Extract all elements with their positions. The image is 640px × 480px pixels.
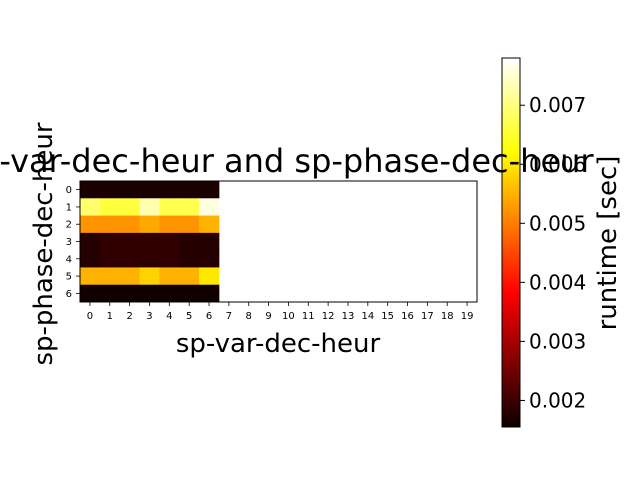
x-tick-label: 17: [421, 311, 434, 322]
x-tick-label: 11: [302, 311, 315, 322]
heatmap-cell: [159, 215, 180, 234]
y-tick-label: 5: [66, 272, 72, 283]
colorbar-ticks: 0.002 0.003 0.004 0.005 0.006 0.007: [520, 93, 586, 412]
heatmap-cell: [119, 198, 140, 216]
heatmap-cell: [99, 284, 121, 303]
heatmap-cells: [80, 181, 220, 303]
x-tick-label: 2: [126, 311, 132, 322]
x-tick-label: 19: [461, 311, 474, 322]
heatmap-cell: [159, 284, 180, 303]
colorbar-tick-label: 0.006: [529, 152, 586, 176]
heatmap-cell: [179, 232, 200, 251]
colorbar-tick-label: 0.002: [529, 388, 586, 412]
x-tick-label: 13: [342, 311, 355, 322]
colorbar-tick-label: 0.004: [529, 270, 586, 294]
x-tick-label: 12: [322, 311, 335, 322]
y-axis-label: sp-phase-dec-heur: [29, 122, 59, 365]
heatmap-cell: [119, 284, 140, 303]
heatmap-cell: [179, 181, 200, 199]
heatmap-cell: [179, 284, 200, 303]
heatmap-cell: [119, 232, 140, 251]
heatmap-cell: [80, 181, 101, 199]
heatmap-cell: [159, 181, 180, 199]
x-tick-label: 9: [265, 311, 271, 322]
heatmap-cell: [199, 232, 220, 251]
colorbar-label: runtime [sec]: [593, 156, 623, 331]
heatmap-cell: [199, 267, 220, 286]
x-tick-label: 3: [146, 311, 152, 322]
heatmap-cell: [179, 267, 200, 286]
heatmap-cell: [99, 198, 121, 216]
y-tick-label: 3: [66, 237, 72, 248]
heatmap-cell: [179, 250, 200, 268]
heatmap-cell: [99, 267, 121, 286]
heatmap-cell: [119, 267, 140, 286]
x-tick-label: 10: [282, 311, 295, 322]
y-tick-label: 0: [66, 185, 72, 196]
heatmap-cell: [119, 181, 140, 199]
heatmap-cell: [99, 250, 121, 268]
x-tick-label: 4: [166, 311, 172, 322]
heatmap-cell: [80, 198, 101, 216]
heatmap-cell: [139, 250, 160, 268]
heatmap-cell: [119, 250, 140, 268]
heatmap-cell: [139, 181, 160, 199]
x-tick-label: 1: [107, 311, 113, 322]
heatmap-cell: [139, 198, 160, 216]
heatmap-cell: [159, 198, 180, 216]
colorbar-tick-label: 0.005: [529, 211, 586, 235]
heatmap-cell: [99, 181, 121, 199]
heatmap-cell: [80, 267, 101, 286]
heatmap-cell: [159, 267, 180, 286]
heatmap-cell: [159, 232, 180, 251]
colorbar: 0.002 0.003 0.004 0.005 0.006 0.007: [501, 57, 586, 428]
chart-title: sp-var-dec-heur and sp-phase-dec-heur: [0, 142, 594, 180]
heatmap-cell: [99, 232, 121, 251]
colorbar-tick-label: 0.007: [529, 93, 586, 117]
x-tick-label: 14: [361, 311, 374, 322]
heatmap-cell: [139, 232, 160, 251]
heatmap-cell: [199, 181, 220, 199]
heatmap-cell: [199, 284, 220, 303]
heatmap-cell: [80, 284, 101, 303]
heatmap-cell: [179, 215, 200, 234]
y-tick-label: 4: [66, 254, 72, 265]
heatmap-cell: [159, 250, 180, 268]
x-tick-label: 0: [87, 311, 93, 322]
heatmap-cell: [139, 215, 160, 234]
colorbar-gradient: [501, 57, 521, 428]
heatmap-cell: [80, 232, 101, 251]
x-tick-label: 7: [226, 311, 232, 322]
colorbar-tick-label: 0.003: [529, 329, 586, 353]
heatmap-cell: [179, 198, 200, 216]
y-tick-label: 1: [66, 202, 72, 213]
y-ticks: 0 1 2 3 4 5 6: [66, 185, 80, 300]
x-tick-label: 15: [381, 311, 394, 322]
heatmap-cell: [139, 267, 160, 286]
x-tick-label: 6: [206, 311, 212, 322]
heatmap-cell: [139, 284, 160, 303]
heatmap-cell: [199, 198, 220, 216]
x-axis-label: sp-var-dec-heur: [176, 329, 381, 359]
heatmap-cell: [199, 215, 220, 234]
heatmap-cell: [80, 250, 101, 268]
y-tick-label: 2: [66, 220, 72, 231]
x-ticks: 0 1 2 3 4 5 6 7 8 9 10 11 12 13 14 15 16 17 18 19: [87, 302, 474, 322]
y-tick-label: 6: [66, 289, 72, 300]
x-tick-label: 8: [246, 311, 252, 322]
heatmap-cell: [119, 215, 140, 234]
x-tick-label: 5: [186, 311, 192, 322]
heatmap-cell: [99, 215, 121, 234]
x-tick-label: 18: [441, 311, 454, 322]
heatmap-cell: [80, 215, 101, 234]
x-tick-label: 16: [401, 311, 414, 322]
heatmap-cell: [199, 250, 220, 268]
